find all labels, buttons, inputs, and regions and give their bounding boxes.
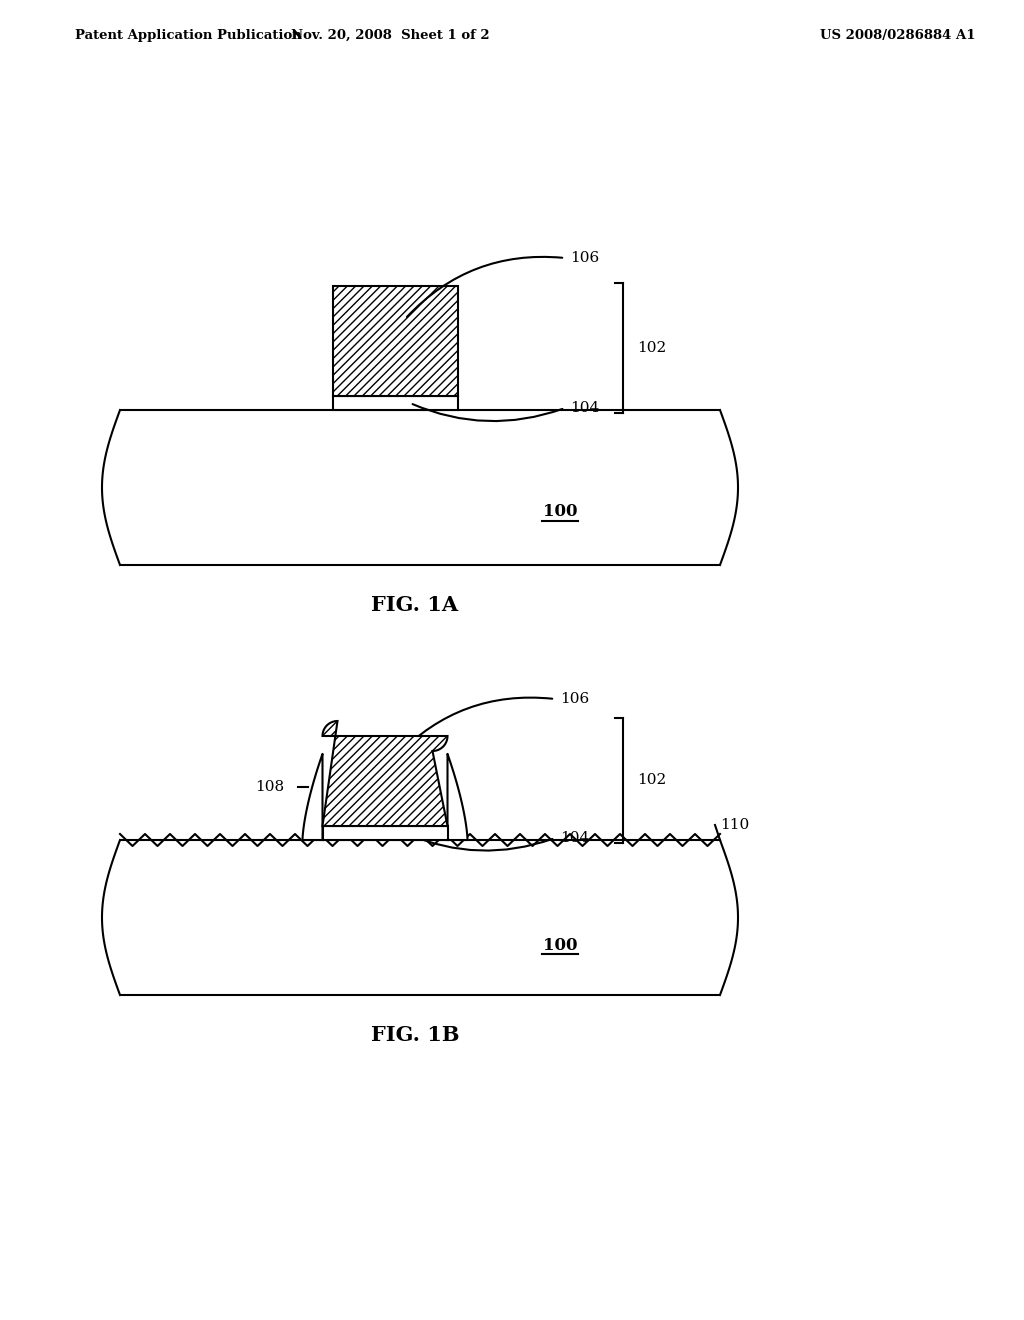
- Polygon shape: [323, 721, 447, 826]
- Bar: [323, 826, 447, 840]
- Text: 104: 104: [570, 401, 599, 414]
- Text: 108: 108: [255, 780, 285, 793]
- Text: 106: 106: [560, 692, 589, 706]
- Text: US 2008/0286884 A1: US 2008/0286884 A1: [820, 29, 976, 41]
- Text: 102: 102: [637, 341, 667, 355]
- Text: 102: 102: [637, 774, 667, 788]
- Text: 110: 110: [720, 818, 750, 832]
- Text: 100: 100: [543, 936, 578, 953]
- Text: FIG. 1A: FIG. 1A: [372, 595, 459, 615]
- Text: 106: 106: [570, 251, 599, 265]
- Bar: [333, 286, 458, 396]
- Text: Patent Application Publication: Patent Application Publication: [75, 29, 302, 41]
- Text: 104: 104: [560, 832, 589, 845]
- Bar: [333, 396, 458, 411]
- Text: 100: 100: [543, 503, 578, 520]
- Text: FIG. 1B: FIG. 1B: [371, 1026, 459, 1045]
- Polygon shape: [302, 754, 323, 840]
- Text: Nov. 20, 2008  Sheet 1 of 2: Nov. 20, 2008 Sheet 1 of 2: [291, 29, 489, 41]
- Polygon shape: [447, 754, 468, 840]
